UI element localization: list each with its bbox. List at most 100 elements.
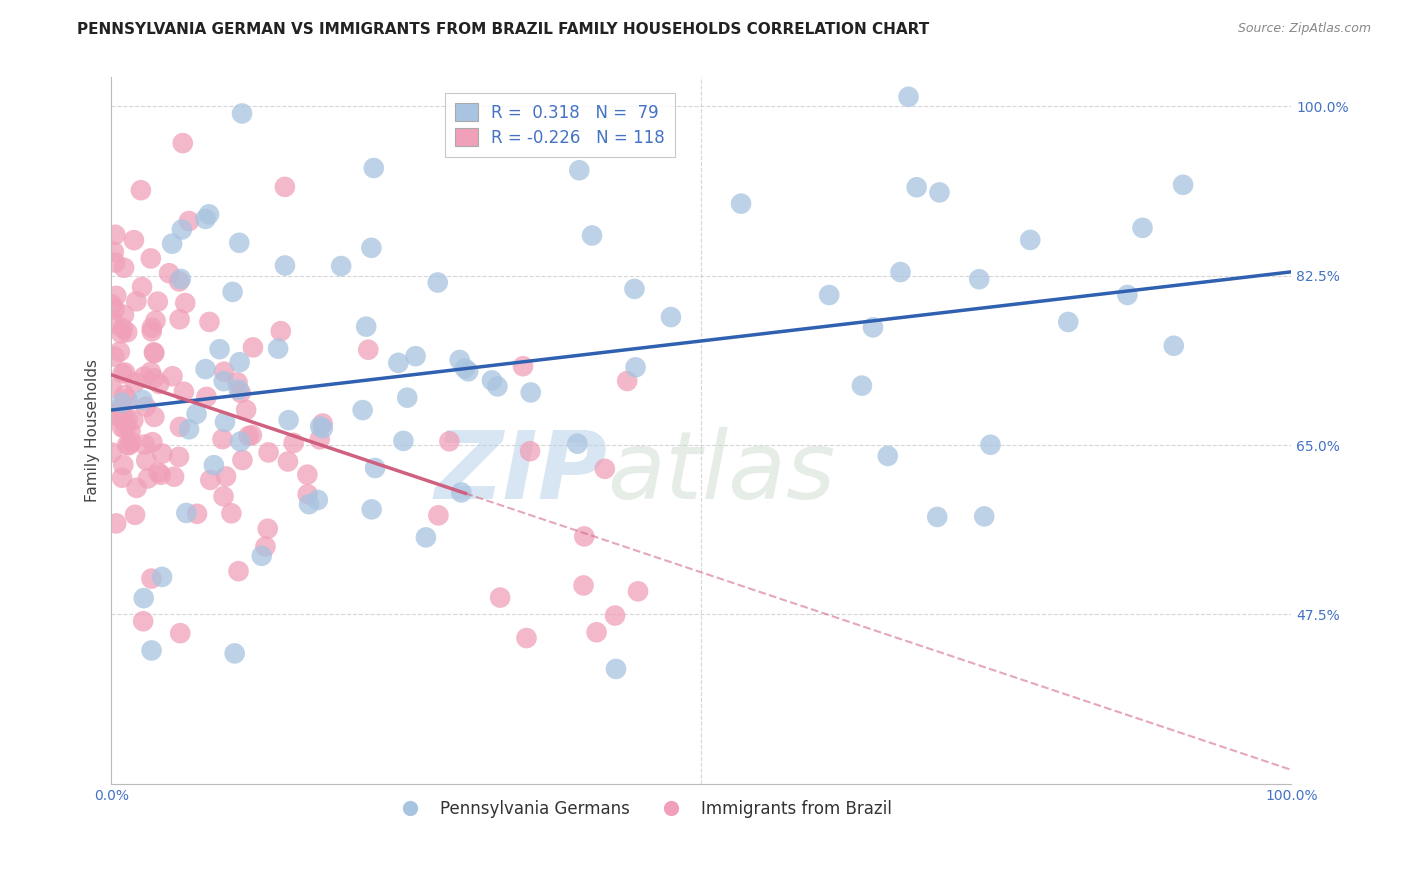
Point — [1171, 178, 1194, 192]
Point — [125, 481, 148, 495]
Point — [352, 403, 374, 417]
Point — [170, 222, 193, 236]
Point — [624, 360, 647, 375]
Point — [167, 450, 190, 464]
Point — [876, 449, 898, 463]
Point — [118, 438, 141, 452]
Point — [889, 265, 911, 279]
Point — [129, 183, 152, 197]
Point — [136, 471, 159, 485]
Point — [115, 438, 138, 452]
Point — [215, 469, 238, 483]
Point — [176, 506, 198, 520]
Point — [228, 235, 250, 250]
Point — [167, 274, 190, 288]
Point — [250, 549, 273, 563]
Point — [211, 432, 233, 446]
Point — [277, 454, 299, 468]
Point — [124, 376, 146, 390]
Point — [603, 608, 626, 623]
Point — [979, 438, 1001, 452]
Point — [112, 260, 135, 275]
Point — [141, 325, 163, 339]
Point — [927, 510, 949, 524]
Point — [897, 90, 920, 104]
Point — [111, 420, 134, 434]
Point — [101, 297, 124, 311]
Point — [450, 485, 472, 500]
Point — [519, 444, 541, 458]
Point — [125, 294, 148, 309]
Point — [593, 462, 616, 476]
Point — [585, 625, 607, 640]
Point — [174, 296, 197, 310]
Point — [242, 340, 264, 354]
Point — [208, 342, 231, 356]
Point — [104, 227, 127, 242]
Point — [330, 259, 353, 273]
Point — [141, 572, 163, 586]
Point — [112, 458, 135, 472]
Point — [449, 353, 471, 368]
Point — [117, 392, 139, 407]
Point — [117, 412, 139, 426]
Point — [134, 437, 156, 451]
Point — [229, 434, 252, 449]
Point — [195, 390, 218, 404]
Point — [149, 467, 172, 482]
Point — [108, 344, 131, 359]
Point — [231, 453, 253, 467]
Point — [297, 467, 319, 482]
Point — [111, 400, 134, 414]
Point — [439, 434, 461, 449]
Point — [515, 631, 537, 645]
Point — [605, 662, 627, 676]
Point — [568, 163, 591, 178]
Point — [224, 647, 246, 661]
Point — [198, 207, 221, 221]
Point — [1019, 233, 1042, 247]
Point — [114, 366, 136, 380]
Point — [307, 492, 329, 507]
Point — [928, 186, 950, 200]
Point — [256, 522, 278, 536]
Point — [111, 471, 134, 485]
Point — [146, 294, 169, 309]
Point — [194, 362, 217, 376]
Point — [101, 445, 124, 459]
Point — [226, 376, 249, 390]
Point — [851, 378, 873, 392]
Point — [198, 315, 221, 329]
Point — [481, 373, 503, 387]
Point — [274, 180, 297, 194]
Point — [426, 276, 449, 290]
Point — [105, 516, 128, 531]
Point — [405, 349, 427, 363]
Point — [309, 419, 332, 434]
Point — [228, 355, 250, 369]
Point — [103, 350, 125, 364]
Point — [143, 409, 166, 424]
Point — [862, 320, 884, 334]
Point — [132, 614, 155, 628]
Point — [1116, 288, 1139, 302]
Point — [135, 453, 157, 467]
Point — [818, 288, 841, 302]
Point — [354, 319, 377, 334]
Point — [231, 106, 253, 120]
Point — [659, 310, 682, 324]
Point — [229, 385, 252, 400]
Point — [148, 376, 170, 391]
Point — [257, 445, 280, 459]
Point — [112, 413, 135, 427]
Point — [581, 228, 603, 243]
Point — [212, 489, 235, 503]
Point — [221, 506, 243, 520]
Text: PENNSYLVANIA GERMAN VS IMMIGRANTS FROM BRAZIL FAMILY HOUSEHOLDS CORRELATION CHAR: PENNSYLVANIA GERMAN VS IMMIGRANTS FROM B… — [77, 22, 929, 37]
Point — [111, 367, 134, 381]
Point — [1132, 220, 1154, 235]
Point — [221, 285, 243, 299]
Point — [145, 313, 167, 327]
Point — [228, 564, 250, 578]
Point — [454, 361, 477, 376]
